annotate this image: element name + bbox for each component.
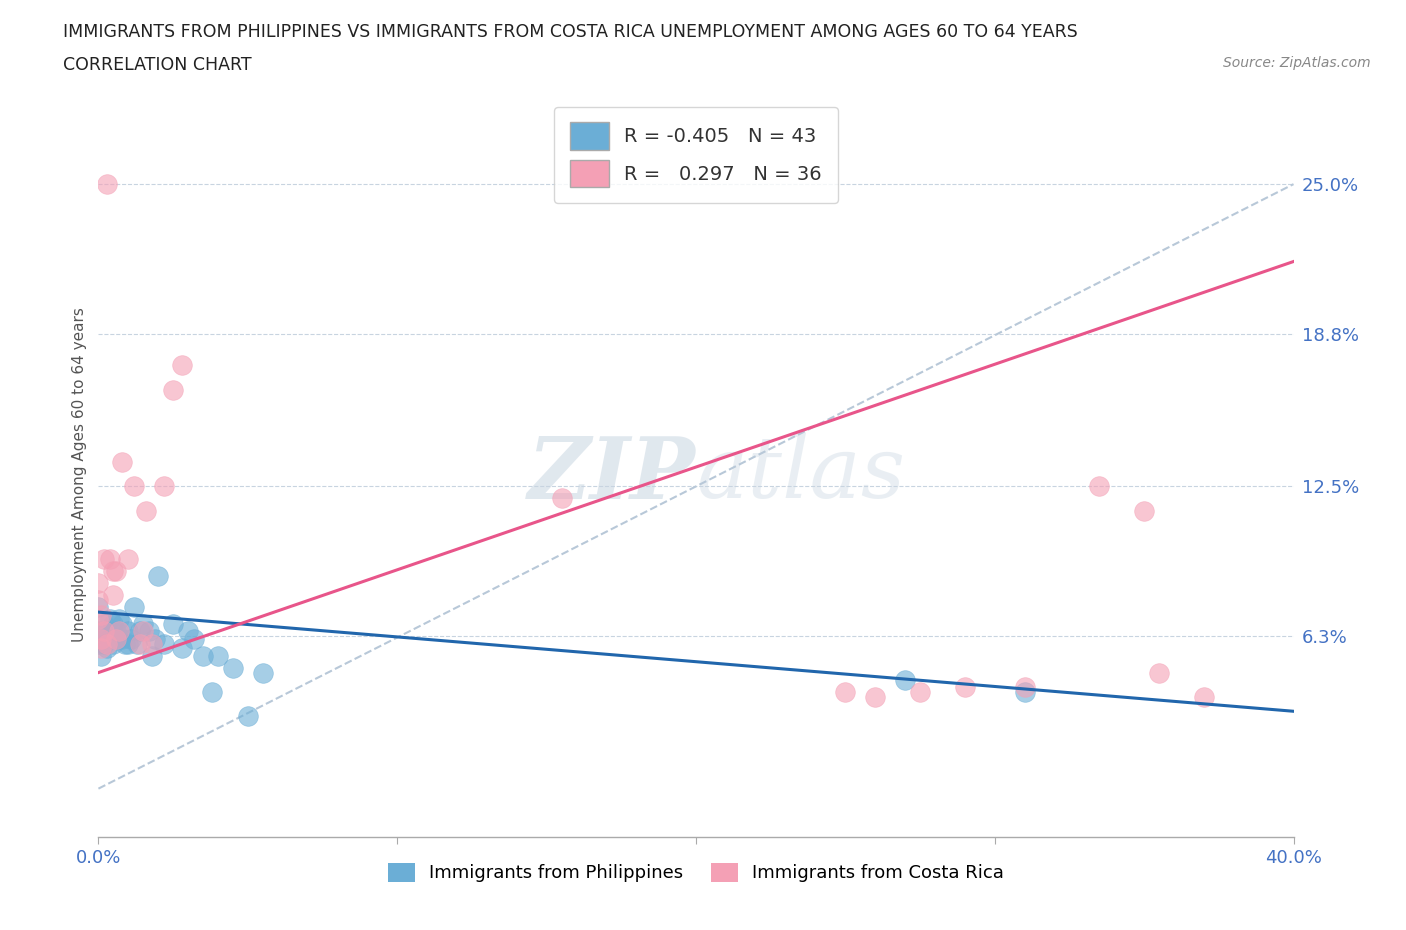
Point [96, 636, 118, 651]
Point [1192, 689, 1215, 704]
Legend: Immigrants from Philippines, Immigrants from Costa Rica: Immigrants from Philippines, Immigrants … [381, 856, 1011, 890]
Point [172, 358, 194, 373]
Y-axis label: Unemployment Among Ages 60 to 64 years: Unemployment Among Ages 60 to 64 years [72, 307, 87, 642]
Point [148, 568, 170, 583]
Point [105, 564, 128, 578]
Point [143, 631, 166, 646]
Point [103, 636, 125, 651]
Point [124, 600, 146, 615]
Text: Source: ZipAtlas.com: Source: ZipAtlas.com [1223, 56, 1371, 70]
Point [162, 617, 184, 631]
Point [98, 631, 122, 646]
Text: atlas: atlas [696, 433, 905, 515]
Point [117, 636, 139, 651]
Point [90, 631, 112, 646]
Point [87, 612, 110, 627]
Point [1147, 665, 1170, 680]
Point [191, 648, 214, 663]
Point [105, 624, 128, 639]
Point [96, 624, 118, 639]
Point [135, 503, 157, 518]
Point [108, 612, 131, 627]
Point [111, 455, 134, 470]
Point [207, 648, 229, 663]
Point [93, 636, 115, 651]
Point [98, 551, 122, 566]
Point [108, 624, 131, 639]
Point [117, 624, 139, 639]
Point [865, 689, 887, 704]
Point [96, 641, 118, 656]
Text: ZIP: ZIP [529, 432, 696, 516]
Point [90, 648, 112, 663]
Point [129, 624, 152, 639]
Point [87, 576, 110, 591]
Point [129, 636, 152, 651]
Point [103, 564, 125, 578]
Point [172, 641, 194, 656]
Point [124, 479, 146, 494]
Point [93, 617, 115, 631]
Point [87, 624, 110, 639]
Point [103, 588, 125, 603]
Point [183, 631, 205, 646]
Point [90, 631, 112, 646]
Point [1014, 680, 1036, 695]
Point [908, 684, 931, 699]
Point [550, 491, 572, 506]
Point [103, 617, 125, 631]
Point [153, 479, 176, 494]
Point [132, 624, 155, 639]
Text: IMMIGRANTS FROM PHILIPPINES VS IMMIGRANTS FROM COSTA RICA UNEMPLOYMENT AMONG AGE: IMMIGRANTS FROM PHILIPPINES VS IMMIGRANT… [63, 23, 1078, 41]
Point [953, 680, 976, 695]
Point [138, 624, 160, 639]
Point [105, 631, 128, 646]
Point [111, 631, 134, 646]
Point [127, 636, 149, 651]
Point [177, 624, 200, 639]
Point [117, 551, 139, 566]
Point [141, 648, 163, 663]
Point [141, 636, 163, 651]
Point [834, 684, 856, 699]
Point [87, 592, 110, 607]
Point [222, 660, 245, 675]
Point [894, 672, 917, 687]
Point [1133, 503, 1156, 518]
Point [1014, 684, 1036, 699]
Point [162, 382, 184, 397]
Point [114, 636, 136, 651]
Point [252, 665, 274, 680]
Point [93, 624, 115, 639]
Point [93, 551, 115, 566]
Point [90, 641, 112, 656]
Point [90, 607, 112, 622]
Point [87, 600, 110, 615]
Point [153, 636, 176, 651]
Point [96, 177, 118, 192]
Point [108, 631, 131, 646]
Point [1088, 479, 1111, 494]
Point [111, 617, 134, 631]
Point [98, 612, 122, 627]
Point [201, 684, 224, 699]
Point [236, 709, 259, 724]
Point [87, 636, 110, 651]
Point [132, 617, 155, 631]
Point [120, 631, 142, 646]
Text: CORRELATION CHART: CORRELATION CHART [63, 56, 252, 73]
